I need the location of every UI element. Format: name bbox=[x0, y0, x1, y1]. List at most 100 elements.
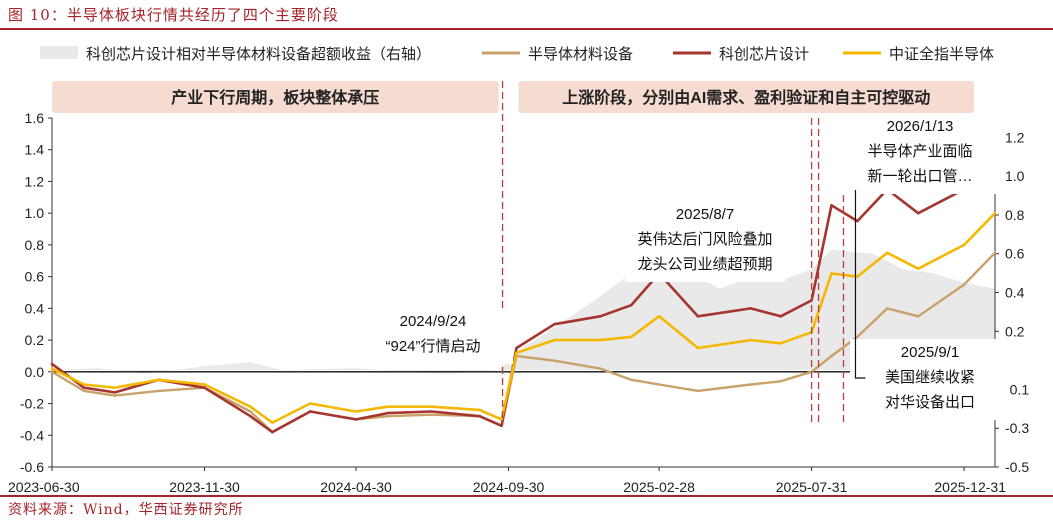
series-segment bbox=[50, 367, 86, 386]
bottom-rule bbox=[0, 495, 1053, 497]
annotation-line: 龙头公司业绩超预期 bbox=[637, 256, 772, 273]
y-left-tick-label: 0.0 bbox=[25, 364, 45, 380]
series-segment bbox=[430, 410, 481, 418]
series-segment bbox=[749, 380, 782, 386]
annotation-0: 2024/9/24 “924”行情启动 bbox=[353, 308, 513, 364]
series-segment bbox=[856, 188, 889, 223]
series-segment bbox=[82, 386, 117, 394]
series-segment bbox=[598, 335, 633, 342]
annotation-line: 英伟达后门风险叠加 bbox=[637, 230, 772, 248]
y-right-tick-label: -0.1 bbox=[1005, 381, 1029, 397]
series-segment bbox=[386, 413, 433, 418]
series-segment bbox=[82, 383, 117, 390]
series-segment bbox=[500, 351, 518, 421]
phase-boxes: 产业下行周期，板块整体承压 上涨阶段，分别由AI需求、盈利验证和自主可控驱动 bbox=[52, 81, 975, 113]
series-segment bbox=[157, 378, 206, 386]
y-right-tick-label: 1.0 bbox=[1005, 168, 1025, 184]
y-right-tick-label: 0.6 bbox=[1005, 246, 1025, 262]
series-segment bbox=[779, 330, 813, 345]
annotation-line: 对华设备出口 bbox=[885, 394, 975, 411]
series-segment bbox=[515, 354, 556, 362]
series-3 bbox=[50, 211, 997, 424]
series-segment bbox=[478, 414, 503, 428]
phase-box-bg bbox=[518, 81, 975, 113]
y-left-tick-label: 1.6 bbox=[25, 110, 45, 126]
annotation-line: “924”行情启动 bbox=[385, 338, 480, 355]
annotation-line: 2026/1/13 bbox=[887, 118, 954, 135]
series-segment bbox=[249, 414, 274, 434]
series-segment bbox=[810, 204, 833, 302]
legend-item-0: 科创芯片设计相对半导体材料设备超额收益（右轴） bbox=[40, 46, 431, 63]
y-left-tick-label: 1.4 bbox=[25, 142, 45, 158]
series-segment bbox=[270, 410, 312, 434]
x-tick-label: 2025-02-28 bbox=[623, 479, 695, 495]
y-left-tick-label: 0.8 bbox=[25, 237, 45, 253]
annotation-bg bbox=[850, 339, 1010, 420]
x-tick-label: 2025-12-31 bbox=[934, 479, 1006, 495]
legend-item-2: 科创芯片设计 bbox=[673, 46, 809, 63]
annotation-line: 新一轮出口管… bbox=[867, 168, 972, 185]
series-segment bbox=[515, 338, 556, 355]
annotation-2: 2026/1/13 半导体产业面临新一轮出口管… bbox=[840, 113, 1000, 194]
series-segment bbox=[203, 386, 252, 418]
annotation-bg bbox=[840, 113, 1000, 194]
y-left-tick-label: -0.6 bbox=[20, 459, 44, 475]
legend-label: 半导体材料设备 bbox=[528, 46, 633, 63]
annotation-connector bbox=[854, 190, 866, 379]
series-segment bbox=[749, 338, 783, 345]
series-segment bbox=[478, 408, 503, 421]
series-segment bbox=[962, 251, 997, 286]
axes: 1.6 1.4 1.2 1.0 0.8 0.6 0.4 0.2 0.0 -0.2 -0.4 -0.6 1… bbox=[8, 110, 1029, 495]
legend: 科创芯片设计相对半导体材料设备超额收益（右轴） 半导体材料设备 科创芯片设计 中证全指… bbox=[40, 45, 994, 63]
series-segment bbox=[962, 211, 997, 247]
title-rule bbox=[0, 28, 1053, 30]
y-left-tick-label: 0.2 bbox=[25, 332, 45, 348]
y-left-tick-label: 0.4 bbox=[25, 300, 45, 316]
series-segment bbox=[696, 383, 752, 393]
phase-box-label: 上涨阶段，分别由AI需求、盈利验证和自主可控驱动 bbox=[562, 88, 930, 107]
series-segment bbox=[308, 402, 358, 413]
annotation-line: 美国继续收紧 bbox=[885, 369, 975, 386]
series-segment bbox=[308, 410, 358, 421]
series-segment bbox=[779, 299, 813, 318]
x-tick-label: 2023-11-30 bbox=[169, 479, 240, 495]
series-segment bbox=[696, 307, 753, 318]
phase-box-0: 产业下行周期，板块整体承压 bbox=[52, 81, 499, 113]
y-left-tick-label: 0.6 bbox=[25, 269, 45, 285]
y-right-tick-label: 0.2 bbox=[1005, 323, 1025, 339]
series-segment bbox=[810, 354, 833, 373]
annotation-bg bbox=[353, 308, 513, 364]
series-segment bbox=[830, 272, 859, 278]
series-segment bbox=[629, 314, 661, 339]
legend-label: 科创芯片设计相对半导体材料设备超额收益（右轴） bbox=[86, 46, 431, 63]
y-right-tick-label: 1.2 bbox=[1005, 129, 1025, 145]
chart: 科创芯片设计相对半导体材料设备超额收益（右轴） 半导体材料设备 科创芯片设计 中证全指… bbox=[8, 45, 1029, 495]
y-right-tick-label: -0.3 bbox=[1005, 420, 1029, 436]
series-segment bbox=[657, 314, 700, 350]
y-left-tick-label: 1.2 bbox=[25, 173, 45, 189]
series-segment bbox=[856, 307, 889, 339]
marker-lines bbox=[501, 81, 845, 425]
legend-item-1: 半导体材料设备 bbox=[482, 46, 633, 63]
series-segment bbox=[917, 283, 966, 318]
series-segment bbox=[749, 307, 783, 318]
figure-title: 图 10：半导体板块行情共经历了四个主要阶段 bbox=[8, 6, 339, 24]
legend-label: 科创芯片设计 bbox=[719, 46, 809, 63]
series-segment bbox=[113, 378, 160, 390]
series-segment bbox=[249, 405, 274, 424]
annotation-line: 2025/8/7 bbox=[676, 206, 734, 223]
series-segment bbox=[916, 243, 966, 271]
series-segment bbox=[830, 204, 859, 223]
y-right-tick-label: -0.5 bbox=[1005, 459, 1029, 475]
series-segment bbox=[157, 386, 206, 393]
annotation-line: 2024/9/24 bbox=[400, 313, 467, 330]
series-segment bbox=[779, 370, 813, 383]
source-note: 资料来源：Wind，华西证券研究所 bbox=[8, 502, 244, 518]
series-segment bbox=[599, 367, 633, 381]
y-left-tick-label: -0.4 bbox=[20, 427, 44, 443]
series-segment bbox=[113, 389, 160, 397]
series-segment bbox=[354, 411, 390, 421]
series-segment bbox=[856, 251, 889, 278]
series-segment bbox=[50, 370, 86, 393]
